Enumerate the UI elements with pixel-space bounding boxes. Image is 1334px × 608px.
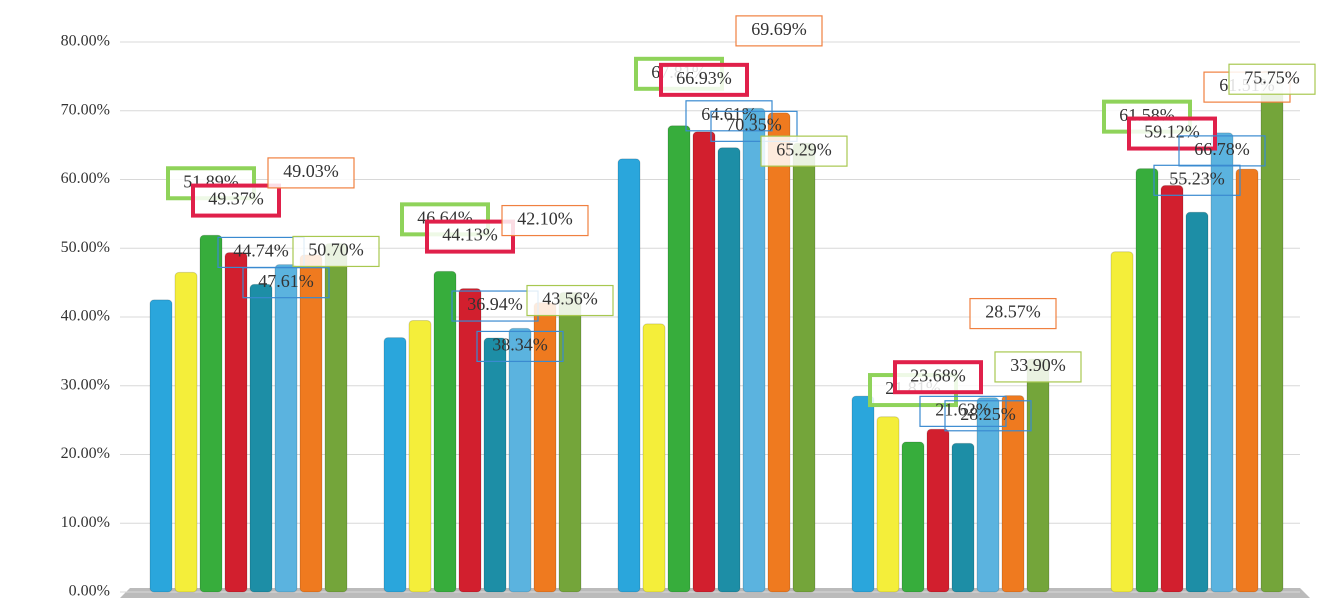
bar bbox=[1210, 132, 1234, 593]
bar bbox=[926, 428, 950, 593]
label-box bbox=[760, 135, 848, 167]
data-label: 23.68% bbox=[910, 365, 966, 385]
data-label: 49.37% bbox=[208, 189, 264, 209]
bar bbox=[324, 242, 348, 593]
data-label: 50.70% bbox=[308, 240, 364, 260]
bar bbox=[1110, 251, 1134, 593]
data-label: 75.75% bbox=[1244, 67, 1300, 87]
data-label: 33.90% bbox=[1010, 355, 1066, 375]
y-tick-label: 80.00% bbox=[61, 33, 110, 50]
bar bbox=[199, 234, 223, 593]
bar bbox=[692, 131, 716, 593]
bar bbox=[274, 264, 298, 593]
label-box bbox=[1127, 116, 1217, 151]
bar bbox=[742, 107, 766, 593]
label-box bbox=[1178, 135, 1266, 167]
label-box bbox=[1228, 63, 1316, 95]
bar bbox=[976, 397, 1000, 593]
data-label: 69.69% bbox=[751, 19, 807, 39]
label-box bbox=[191, 183, 281, 218]
bar bbox=[1026, 358, 1050, 593]
bar bbox=[1001, 395, 1025, 593]
label-box bbox=[526, 284, 614, 317]
bar bbox=[876, 416, 900, 593]
bar bbox=[433, 270, 457, 593]
data-label: 43.56% bbox=[542, 289, 598, 309]
y-tick-label: 0.00% bbox=[69, 583, 110, 600]
bar bbox=[617, 158, 641, 593]
bar bbox=[1235, 168, 1259, 593]
data-label: 38.34% bbox=[492, 335, 548, 355]
bar bbox=[299, 254, 323, 593]
bar bbox=[149, 299, 173, 593]
data-label: 55.23% bbox=[1169, 168, 1225, 188]
y-tick-label: 60.00% bbox=[61, 170, 110, 187]
data-label: 28.25% bbox=[960, 404, 1016, 424]
data-label: 64.61% bbox=[701, 104, 757, 124]
label-box bbox=[476, 330, 564, 363]
bar bbox=[483, 337, 507, 593]
bar bbox=[1260, 70, 1284, 593]
y-tick-label: 50.00% bbox=[61, 239, 110, 256]
bar bbox=[558, 292, 582, 593]
bar bbox=[1160, 185, 1184, 593]
bar bbox=[508, 327, 532, 593]
data-label: 42.10% bbox=[517, 209, 573, 229]
bar bbox=[667, 125, 691, 593]
label-box bbox=[919, 395, 1007, 427]
label-box bbox=[242, 267, 330, 299]
bar bbox=[249, 283, 273, 593]
bar bbox=[851, 395, 875, 593]
data-label: 28.57% bbox=[985, 302, 1041, 322]
bar bbox=[174, 271, 198, 593]
bar bbox=[951, 442, 975, 593]
label-box bbox=[944, 400, 1032, 432]
bar bbox=[1135, 168, 1159, 593]
y-tick-label: 20.00% bbox=[61, 445, 110, 462]
data-label: 44.13% bbox=[442, 225, 498, 245]
y-tick-label: 40.00% bbox=[61, 308, 110, 325]
bar bbox=[383, 337, 407, 593]
data-label: 65.29% bbox=[776, 139, 832, 159]
data-label: 66.93% bbox=[676, 68, 732, 88]
data-label: 36.94% bbox=[467, 294, 523, 314]
label-box bbox=[685, 100, 773, 132]
bar bbox=[901, 441, 925, 593]
data-label: 49.03% bbox=[283, 161, 339, 181]
label-box bbox=[893, 360, 983, 395]
bar bbox=[717, 147, 741, 593]
label-box bbox=[994, 351, 1082, 383]
label-box bbox=[292, 235, 380, 268]
bar bbox=[1185, 211, 1209, 593]
bar bbox=[408, 319, 432, 593]
data-label: 66.78% bbox=[1194, 139, 1250, 159]
data-label: 59.12% bbox=[1144, 122, 1200, 142]
y-tick-label: 30.00% bbox=[61, 376, 110, 393]
bar bbox=[458, 288, 482, 593]
label-box bbox=[267, 157, 355, 189]
label-box bbox=[659, 62, 749, 97]
bar bbox=[792, 142, 816, 593]
label-box bbox=[710, 110, 798, 142]
bar bbox=[642, 323, 666, 593]
bar bbox=[767, 112, 791, 593]
bar bbox=[224, 252, 248, 593]
label-box bbox=[735, 15, 823, 47]
data-label: 47.61% bbox=[258, 271, 314, 291]
data-label: 44.74% bbox=[233, 241, 289, 261]
label-box bbox=[969, 297, 1057, 330]
label-box bbox=[425, 219, 515, 254]
data-label: 70.35% bbox=[726, 114, 782, 134]
y-tick-label: 10.00% bbox=[61, 514, 110, 531]
label-box bbox=[501, 204, 589, 237]
data-label: 21.62% bbox=[935, 399, 991, 419]
y-tick-label: 70.00% bbox=[61, 101, 110, 118]
